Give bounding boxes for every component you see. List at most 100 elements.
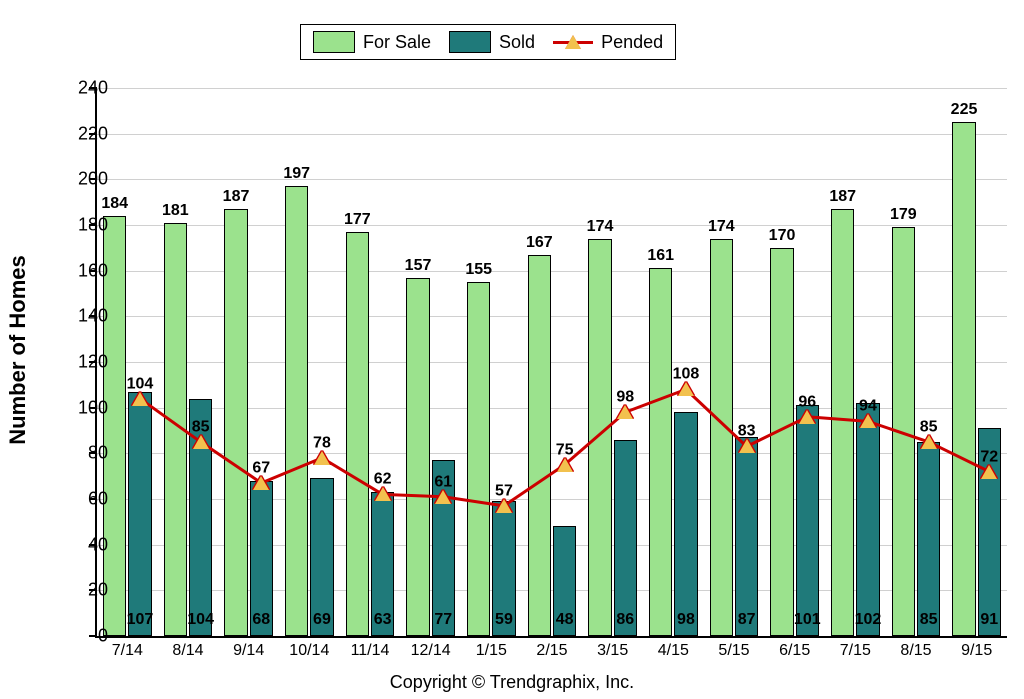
bar-for-sale: 157 [406, 278, 429, 636]
pended-value-label: 61 [434, 473, 452, 491]
sold-value-label: 104 [187, 611, 214, 629]
sold-value-label: 87 [738, 611, 756, 629]
pended-marker [253, 476, 269, 490]
y-tick-label: 240 [78, 78, 108, 99]
for-sale-value-label: 184 [101, 195, 128, 213]
pended-marker [739, 439, 755, 453]
x-category-label: 3/15 [597, 636, 628, 660]
y-tick-label: 0 [98, 626, 108, 647]
bar-for-sale: 179 [892, 227, 915, 636]
bar-sold: 101 [796, 405, 819, 636]
sold-value-label: 98 [677, 611, 695, 629]
bar-sold: 68 [250, 481, 273, 636]
sold-value-label: 85 [920, 611, 938, 629]
pended-marker [193, 435, 209, 449]
bar-for-sale: 181 [164, 223, 187, 636]
for-sale-value-label: 157 [405, 257, 432, 275]
pended-marker [981, 465, 997, 479]
for-sale-value-label: 155 [465, 261, 492, 279]
y-tick-label: 200 [78, 169, 108, 190]
copyright-text: Copyright © Trendgraphix, Inc. [0, 672, 1024, 693]
sold-value-label: 91 [980, 611, 998, 629]
for-sale-value-label: 170 [769, 227, 796, 245]
bar-for-sale: 187 [831, 209, 854, 636]
pended-value-label: 85 [192, 419, 210, 437]
grid-line [97, 88, 1007, 89]
legend-label-pended: Pended [601, 32, 663, 53]
plot-area: 1841077/141811048/14187689/141976910/141… [95, 88, 1007, 638]
bar-for-sale: 167 [528, 255, 551, 636]
legend-label-for-sale: For Sale [363, 32, 431, 53]
pended-marker [375, 487, 391, 501]
sold-value-label: 69 [313, 611, 331, 629]
legend-swatch-for-sale [313, 31, 355, 53]
x-category-label: 8/15 [900, 636, 931, 660]
pended-value-label: 83 [738, 423, 756, 441]
bar-sold: 107 [128, 392, 151, 636]
y-tick-label: 20 [88, 580, 108, 601]
x-category-label: 6/15 [779, 636, 810, 660]
sold-value-label: 63 [374, 611, 392, 629]
sold-value-label: 77 [434, 611, 452, 629]
pended-value-label: 72 [980, 448, 998, 466]
bar-sold: 102 [856, 403, 879, 636]
bar-for-sale: 174 [588, 239, 611, 636]
bar-for-sale: 170 [770, 248, 793, 636]
x-category-label: 7/14 [112, 636, 143, 660]
x-category-label: 8/14 [172, 636, 203, 660]
y-tick-label: 80 [88, 443, 108, 464]
pended-marker [799, 410, 815, 424]
y-tick-label: 160 [78, 260, 108, 281]
pended-value-label: 96 [798, 393, 816, 411]
pended-marker [314, 451, 330, 465]
y-tick-label: 60 [88, 489, 108, 510]
pended-marker [860, 414, 876, 428]
sold-value-label: 68 [252, 611, 270, 629]
x-category-label: 7/15 [840, 636, 871, 660]
sold-value-label: 107 [127, 611, 154, 629]
legend: For Sale Sold Pended [300, 24, 676, 60]
x-category-label: 10/14 [289, 636, 329, 660]
x-category-label: 1/15 [476, 636, 507, 660]
sold-value-label: 101 [794, 611, 821, 629]
pended-marker [617, 405, 633, 419]
legend-item-pended: Pended [553, 32, 663, 53]
bar-for-sale: 174 [710, 239, 733, 636]
legend-item-for-sale: For Sale [313, 31, 431, 53]
legend-item-sold: Sold [449, 31, 535, 53]
pended-value-label: 75 [556, 441, 574, 459]
y-tick-label: 120 [78, 352, 108, 373]
pended-value-label: 62 [374, 471, 392, 489]
for-sale-value-label: 181 [162, 202, 189, 220]
bar-for-sale: 187 [224, 209, 247, 636]
for-sale-value-label: 187 [829, 188, 856, 206]
y-tick-label: 140 [78, 306, 108, 327]
pended-value-label: 94 [859, 398, 877, 416]
pended-marker [678, 382, 694, 396]
y-tick-label: 220 [78, 123, 108, 144]
bar-for-sale: 197 [285, 186, 308, 636]
pended-value-label: 67 [252, 460, 270, 478]
bar-for-sale: 155 [467, 282, 490, 636]
bar-sold: 69 [310, 478, 333, 636]
pended-marker [921, 435, 937, 449]
pended-value-label: 78 [313, 434, 331, 452]
bar-sold: 59 [492, 501, 515, 636]
pended-value-label: 108 [673, 366, 700, 384]
pended-marker [496, 499, 512, 513]
pended-value-label: 104 [127, 375, 154, 393]
y-tick-label: 40 [88, 534, 108, 555]
sold-value-label: 59 [495, 611, 513, 629]
x-category-label: 5/15 [718, 636, 749, 660]
for-sale-value-label: 179 [890, 206, 917, 224]
legend-swatch-sold [449, 31, 491, 53]
pended-value-label: 98 [616, 389, 634, 407]
grid-line [97, 134, 1007, 135]
for-sale-value-label: 187 [223, 188, 250, 206]
for-sale-value-label: 174 [587, 218, 614, 236]
pended-marker [435, 490, 451, 504]
for-sale-value-label: 225 [951, 101, 978, 119]
legend-swatch-pended [553, 32, 593, 52]
bar-sold: 87 [735, 437, 758, 636]
grid-line [97, 179, 1007, 180]
